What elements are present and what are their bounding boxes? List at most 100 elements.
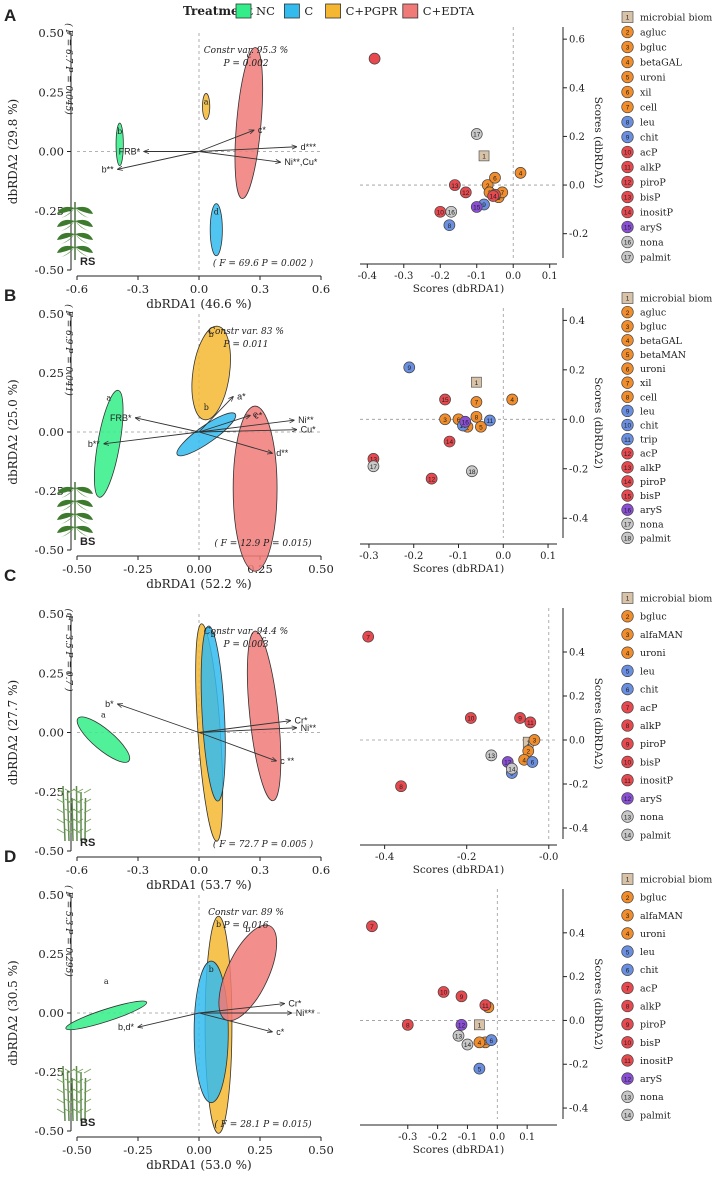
legend-marker-number: 10	[624, 423, 632, 430]
score-marker	[473, 1036, 486, 1049]
legend-marker-number: 6	[626, 687, 630, 694]
legend-marker	[621, 190, 634, 204]
vector-label: Ni**	[301, 723, 317, 733]
p-value-text: P = 0.011	[222, 340, 268, 350]
x-axis-title: dbRDA1 (53.0 %)	[146, 1158, 251, 1172]
scores-x-tick-label: -0.2	[404, 551, 423, 562]
legend-marker-number: 5	[626, 352, 630, 359]
legend-marker-number: 16	[624, 240, 632, 247]
legend-marker	[621, 664, 634, 678]
x-tick-label: -0.3	[127, 282, 149, 296]
scores-y-axis-title: Scores (dbRDA2)	[592, 377, 604, 469]
legend-marker-number: 11	[624, 778, 631, 785]
scores-y-tick-label: 0.6	[569, 35, 585, 46]
legend-marker-number: 2	[626, 310, 630, 317]
legend-variable-label: alkP	[640, 721, 661, 732]
constr-var-text: Constr var. 89 %	[208, 908, 284, 918]
score-marker	[514, 167, 527, 179]
score-marker	[485, 1034, 498, 1046]
vector-label: Ni**,Cu*	[284, 157, 318, 167]
panel-d: D-0.50 -0.25 0.00 0.25 0.500.500.250.00-0.25…	[4, 847, 712, 1172]
x-tick-label: 0.0	[190, 282, 208, 296]
ellipse-nc	[115, 122, 124, 167]
legend-variable-label: piroP	[640, 1020, 666, 1031]
legend-variable-label: microbial biomass	[640, 13, 712, 24]
y-tick-label: 0.00	[38, 425, 64, 439]
legend-marker	[621, 418, 634, 432]
legend-marker	[621, 305, 634, 319]
site-label: RS	[80, 256, 95, 268]
legend-variable-label: acP	[640, 983, 658, 994]
score-marker-number: 18	[468, 469, 476, 476]
site-label: BS	[80, 536, 95, 548]
legend-variable-label: leu	[640, 406, 655, 417]
score-marker-number: 5	[478, 1066, 482, 1073]
scores-y-tick-label: 0.4	[569, 83, 585, 94]
vector-label: FRB*	[110, 413, 132, 423]
legend-marker-number: 1	[626, 596, 630, 603]
score-marker	[449, 179, 461, 191]
legend-marker-number: 17	[624, 521, 632, 528]
scores-x-tick-label: -0.4	[375, 852, 394, 863]
score-marker-number: 15	[441, 397, 449, 404]
score-marker-number: 4	[478, 1040, 482, 1047]
legend-variable-label: nona	[640, 519, 664, 530]
scores-x-tick-label: 0.1	[542, 271, 558, 282]
y-tick-label: 0.25	[38, 85, 64, 99]
vector-label: b**	[102, 164, 115, 174]
x-tick-label: 0.3	[251, 863, 269, 877]
legend-marker	[621, 11, 634, 23]
scores-y-tick-label: 0.2	[569, 365, 585, 376]
vector-arrow	[198, 430, 297, 433]
legend-marker-number: 1	[626, 15, 630, 22]
legend-variable-label: palmit	[640, 253, 671, 264]
y-tick-label: 0.25	[38, 947, 64, 961]
ellipse-cpgpr	[191, 325, 231, 421]
x-tick-label: -0.50	[62, 1143, 92, 1157]
score-marker-number: 7	[475, 400, 479, 407]
scores-x-tick-label: 0.0	[489, 1132, 505, 1143]
legend-variable-label: betaMAN	[640, 350, 686, 361]
score-marker	[471, 376, 482, 388]
panel-a: A-0.6 -0.3 0.0 0.3 0.60.500.250.00-0.25-0.50…	[4, 6, 712, 311]
score-marker-number: 10	[440, 990, 448, 997]
vector-label: c*	[254, 410, 262, 420]
legend-variable-label: chit	[640, 133, 658, 144]
scores-x-tick-label: -0.4	[358, 271, 377, 282]
y-tick-label: 0.50	[38, 26, 64, 40]
legend-marker-number: 3	[626, 45, 630, 52]
legend-marker	[621, 447, 634, 460]
treatment-legend: Treatment NC C C+PGPR C+EDTA	[183, 3, 475, 19]
panels: A-0.6 -0.3 0.0 0.3 0.60.500.250.00-0.25-0.50…	[4, 6, 712, 1172]
legend-variable-label: microbial biomass	[640, 875, 712, 886]
plant-icon	[56, 785, 92, 842]
scores-y-tick-label: -0.4	[569, 514, 588, 525]
vector-arrow	[198, 147, 297, 152]
legend-marker-number: 5	[626, 669, 630, 676]
score-marker	[470, 410, 483, 423]
score-marker	[439, 413, 451, 426]
vector-label: Ni**	[298, 415, 314, 425]
legend-variable-label: bisP	[640, 1038, 661, 1049]
score-marker	[487, 190, 500, 202]
score-marker	[367, 460, 380, 473]
legend-marker-number: 8	[626, 723, 630, 730]
legend-marker-number: 11	[624, 437, 631, 444]
scores-y-tick-label: 0.0	[569, 415, 585, 426]
scores-plot: -0.3 -0.2 -0.1 0.0 0.1 0.4 0.2 0.0 -0.2 -0.4 Score…	[359, 308, 604, 575]
score-marker-number: 12	[462, 190, 470, 197]
scores-x-tick-label: -0.3	[398, 1132, 417, 1143]
vector-arrow	[198, 728, 297, 733]
legend-variable-label: piroP	[640, 178, 666, 189]
score-marker	[466, 465, 478, 478]
legend-marker	[621, 205, 634, 219]
legend-marker-number: 10	[624, 1040, 632, 1047]
x-tick-label: 0.25	[247, 1143, 273, 1157]
vector-label: c*	[276, 1027, 285, 1037]
vector-arrow	[138, 1012, 200, 1027]
ellipse-letter: c	[247, 51, 252, 60]
panel-letter: B	[4, 286, 16, 305]
vector-label: Cr*	[295, 716, 308, 726]
y-tick-label: 0.50	[38, 888, 64, 902]
scores-y-tick-label: 0.0	[569, 1016, 585, 1027]
